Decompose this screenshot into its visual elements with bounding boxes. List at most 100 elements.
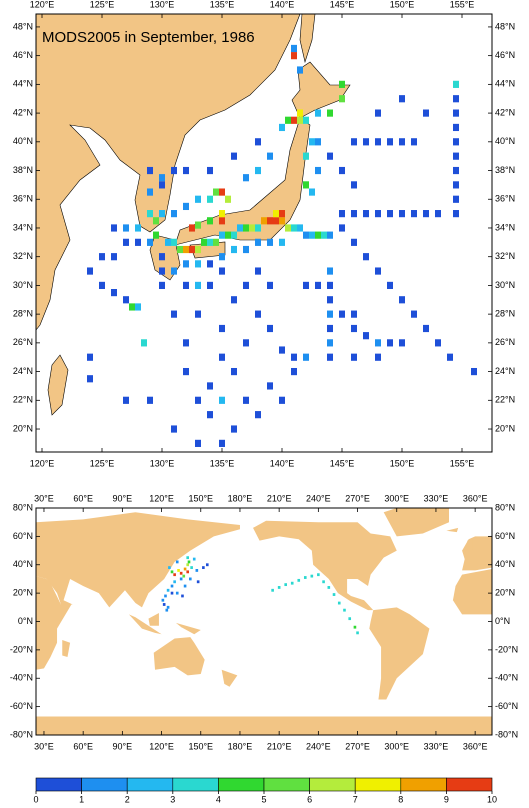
colorbar-swatch [263, 777, 310, 792]
lat-label: 80°N [13, 502, 33, 512]
land [148, 612, 159, 626]
cell [290, 581, 294, 585]
cell [351, 324, 357, 333]
cell [111, 289, 117, 297]
cell [207, 238, 213, 246]
lon-label: 180°E [228, 493, 253, 503]
cell [279, 217, 285, 225]
cell [171, 238, 177, 246]
colorbar-swatch [309, 777, 356, 792]
cell [375, 109, 381, 117]
cell [348, 617, 352, 621]
lat-label: 38°N [13, 165, 33, 175]
cell [267, 217, 273, 225]
cell [219, 210, 225, 218]
cell [183, 260, 189, 268]
cell [231, 245, 237, 254]
lat-label: 80°N [495, 502, 515, 512]
cell [159, 267, 165, 275]
cell [202, 566, 205, 570]
lon-label: 145°E [330, 458, 355, 468]
cell [453, 152, 459, 160]
cell [277, 586, 281, 589]
cell [279, 123, 285, 132]
land [383, 508, 450, 537]
cell [303, 152, 309, 160]
cell [284, 583, 287, 587]
lat-label: 42°N [13, 107, 33, 117]
lat-label: 60°N [13, 531, 33, 541]
cell [219, 188, 225, 196]
cell [387, 210, 393, 218]
cell [173, 573, 176, 577]
cell [87, 267, 93, 275]
cell [327, 267, 333, 275]
cell [399, 95, 405, 103]
cell [179, 577, 183, 581]
land [369, 607, 430, 700]
cell [147, 210, 153, 218]
cell [411, 210, 417, 218]
cell [339, 310, 345, 318]
cell [170, 584, 174, 588]
land [36, 576, 72, 670]
lat-label: 30°N [495, 280, 515, 290]
cell [171, 166, 177, 175]
cell [267, 281, 273, 290]
land [153, 637, 205, 676]
cell [303, 353, 309, 361]
cell [273, 210, 279, 218]
cell [356, 631, 359, 635]
cell [453, 210, 459, 218]
lon-label: 150°E [390, 0, 415, 9]
cell [225, 195, 231, 203]
cell [271, 588, 274, 592]
lat-label: -20°N [10, 644, 33, 654]
cell [255, 310, 261, 318]
colorbar-label: 0 [33, 794, 38, 804]
cell [471, 367, 477, 376]
cell [177, 245, 183, 254]
cell [291, 367, 297, 376]
lon-label: 135°E [210, 458, 235, 468]
cell [153, 217, 159, 225]
cell [177, 569, 180, 572]
cell [327, 353, 333, 361]
cell [303, 116, 309, 124]
lon-label: 330°E [424, 493, 449, 503]
cell [327, 109, 333, 117]
cell [343, 608, 346, 612]
cell [309, 188, 315, 196]
cell [351, 353, 357, 361]
lat-label: 40°N [495, 136, 515, 146]
cell [375, 353, 381, 361]
cell [190, 566, 193, 570]
cell [279, 346, 285, 354]
lon-label: 90°E [113, 741, 133, 751]
cell [351, 210, 357, 218]
cell [219, 253, 225, 261]
land [467, 539, 473, 551]
cell [99, 253, 105, 261]
cell [453, 166, 459, 175]
cell [207, 260, 213, 268]
cell [399, 339, 405, 347]
cell [123, 238, 129, 246]
cell [339, 95, 345, 103]
lat-label: 48°N [13, 21, 33, 31]
cell [267, 324, 273, 333]
cell [231, 152, 237, 160]
cell [279, 396, 285, 404]
cell [315, 138, 321, 146]
cell [111, 253, 117, 261]
cell [219, 353, 225, 361]
lat-label: 38°N [495, 165, 515, 175]
lon-label: 130°E [150, 0, 175, 9]
colorbar-label: 9 [444, 794, 449, 804]
cell [363, 253, 369, 261]
cell [291, 353, 297, 361]
cell [183, 339, 189, 347]
cell [219, 439, 225, 447]
cell [153, 231, 159, 239]
regional-map: MODS2005 in September, 1986 [35, 13, 493, 453]
